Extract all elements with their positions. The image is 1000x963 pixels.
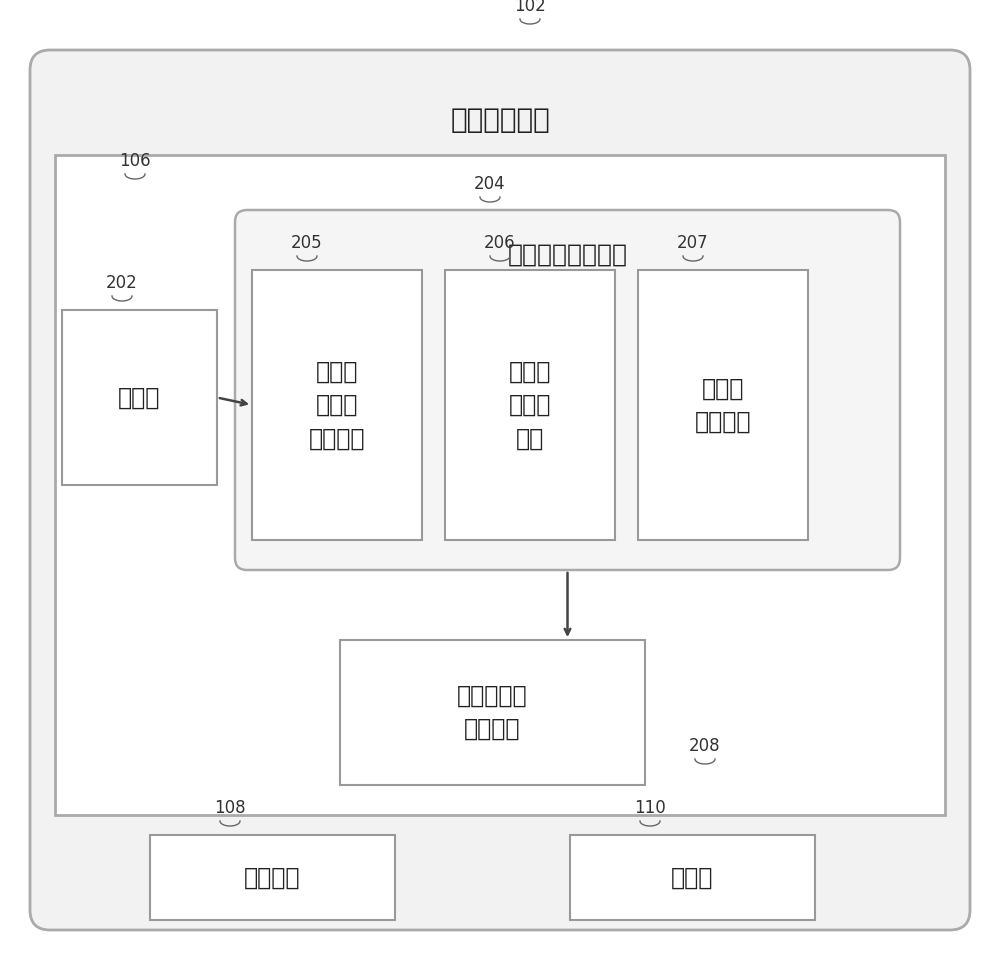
FancyBboxPatch shape: [30, 50, 970, 930]
Text: 静默间
隔检测
模块: 静默间 隔检测 模块: [509, 359, 551, 451]
Text: 活动识别系统: 活动识别系统: [450, 106, 550, 134]
Bar: [445, 270, 615, 540]
Text: 量化签名生成模块: 量化签名生成模块: [508, 243, 628, 267]
Text: 205: 205: [291, 234, 323, 252]
Bar: [62, 310, 217, 485]
Bar: [150, 835, 395, 920]
Bar: [340, 640, 645, 785]
Text: 操作面板: 操作面板: [244, 866, 301, 890]
Bar: [570, 835, 815, 920]
Bar: [55, 155, 945, 815]
Text: 208: 208: [689, 737, 721, 755]
FancyBboxPatch shape: [235, 210, 900, 570]
Text: 102: 102: [514, 0, 546, 15]
Text: 106: 106: [119, 152, 151, 170]
Text: 204: 204: [474, 175, 506, 193]
Text: 110: 110: [634, 799, 666, 817]
Text: 206: 206: [484, 234, 516, 252]
Text: 202: 202: [106, 274, 138, 292]
Bar: [252, 270, 422, 540]
Text: 存储器: 存储器: [671, 866, 714, 890]
Text: 依赖于序列
的分类器: 依赖于序列 的分类器: [457, 684, 528, 742]
Text: 108: 108: [214, 799, 246, 817]
Text: 压缩词
合成模块: 压缩词 合成模块: [695, 377, 751, 433]
Text: 207: 207: [677, 234, 709, 252]
Text: 分类器: 分类器: [118, 385, 161, 409]
Bar: [638, 270, 808, 540]
Text: 数据过
滤和二
值化模块: 数据过 滤和二 值化模块: [309, 359, 365, 451]
